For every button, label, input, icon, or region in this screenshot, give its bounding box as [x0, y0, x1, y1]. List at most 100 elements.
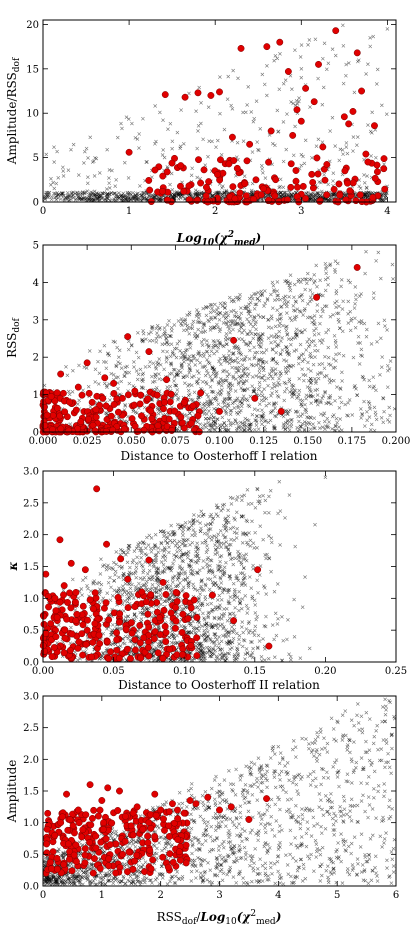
cross-point — [374, 417, 379, 422]
cross-point — [239, 404, 244, 409]
cross-point — [297, 96, 301, 100]
cross-point — [116, 360, 120, 364]
red-point — [309, 178, 317, 186]
cross-point — [219, 383, 224, 388]
cross-point — [185, 413, 189, 418]
cross-point — [263, 176, 268, 180]
red-point — [302, 195, 309, 202]
cross-point — [379, 365, 384, 369]
cross-point — [223, 396, 227, 401]
cross-point — [224, 560, 228, 565]
red-point — [313, 293, 321, 301]
cross-point — [133, 585, 138, 589]
cross-point — [190, 166, 195, 171]
red-point — [161, 398, 168, 406]
cross-point — [350, 413, 355, 417]
cross-point — [253, 332, 258, 337]
cross-point — [77, 363, 81, 368]
cross-point — [267, 401, 272, 406]
cross-point — [103, 197, 108, 202]
cross-point — [246, 85, 251, 89]
cross-point — [187, 392, 192, 396]
cross-point — [289, 337, 294, 342]
cross-point — [222, 127, 227, 132]
red-point — [292, 177, 300, 185]
cross-point — [269, 540, 274, 545]
cross-point — [272, 637, 276, 642]
cross-point — [51, 180, 55, 185]
red-point — [167, 390, 175, 398]
cross-point — [314, 326, 318, 331]
cross-point — [217, 317, 222, 322]
cross-point — [341, 23, 345, 28]
cross-point — [172, 192, 176, 197]
cross-point — [151, 193, 155, 198]
red-point — [293, 106, 301, 114]
cross-point — [205, 338, 209, 343]
red-point — [114, 408, 122, 416]
cross-point — [119, 379, 124, 384]
cross-point — [374, 388, 378, 393]
cross-point — [309, 369, 313, 373]
cross-point — [145, 535, 149, 540]
cross-point — [130, 121, 134, 126]
cross-point — [113, 573, 117, 577]
cross-point — [273, 53, 278, 58]
cross-point — [127, 370, 132, 375]
cross-point — [331, 357, 336, 361]
cross-point — [65, 373, 70, 378]
cross-point — [262, 82, 267, 87]
cross-point — [227, 349, 232, 353]
cross-point — [356, 334, 361, 339]
red-point — [287, 160, 295, 168]
cross-point — [148, 360, 152, 364]
cross-point — [313, 343, 317, 348]
cross-point — [303, 575, 307, 579]
cross-point — [385, 27, 390, 31]
cross-point — [188, 345, 193, 350]
cross-point — [371, 34, 376, 39]
cross-point — [245, 387, 250, 391]
red-point — [316, 197, 324, 205]
cross-point — [218, 75, 222, 79]
red-point — [177, 182, 184, 190]
red-point — [180, 187, 188, 195]
cross-point — [278, 177, 283, 182]
cross-point — [142, 191, 146, 196]
red-point — [145, 176, 153, 184]
cross-point — [327, 362, 331, 367]
cross-point — [195, 645, 200, 650]
red-point — [187, 419, 195, 427]
cross-point — [107, 181, 111, 186]
cross-point — [281, 323, 285, 328]
red-point — [93, 392, 101, 400]
cross-point — [222, 420, 226, 425]
cross-point — [161, 349, 165, 354]
cross-point — [326, 327, 331, 332]
red-point — [107, 412, 115, 420]
cross-point — [155, 323, 160, 328]
cross-point — [180, 589, 184, 594]
red-point — [353, 263, 361, 271]
red-point — [177, 162, 185, 170]
red-point — [168, 159, 176, 167]
cross-point — [200, 540, 205, 545]
cross-point — [209, 389, 214, 394]
cross-point — [139, 385, 144, 389]
red-point — [287, 183, 295, 191]
cross-point — [223, 311, 227, 316]
cross-point — [308, 351, 313, 356]
red-point — [78, 391, 86, 399]
red-point — [252, 176, 260, 184]
cross-point — [214, 145, 218, 149]
cross-point — [205, 577, 210, 581]
cross-point — [270, 391, 274, 395]
y-tick-label: 5 — [33, 153, 39, 164]
cross-point — [382, 162, 386, 167]
cross-point — [156, 546, 161, 550]
cross-point — [308, 295, 313, 300]
cross-point — [263, 289, 267, 293]
cross-point — [123, 404, 128, 408]
cross-point — [256, 387, 261, 392]
cross-point — [175, 388, 180, 392]
